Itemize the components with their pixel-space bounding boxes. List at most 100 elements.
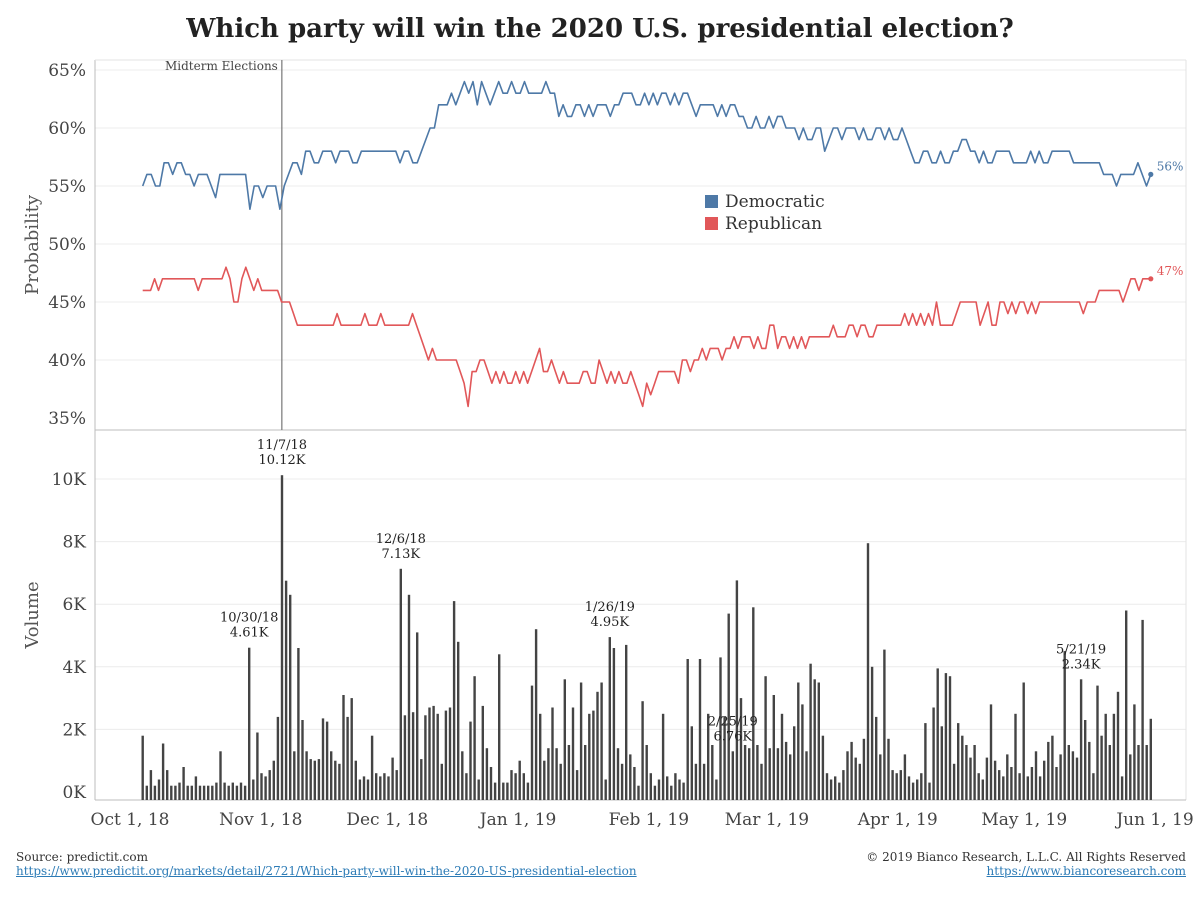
volume-bar	[961, 735, 964, 800]
volume-bar	[174, 785, 177, 800]
volume-bar	[719, 657, 722, 800]
x-tick-label: Nov 1, 18	[219, 810, 302, 830]
volume-bar	[411, 712, 415, 800]
volume-bar	[539, 713, 542, 801]
volume-bar	[866, 543, 870, 800]
volume-bar	[313, 760, 316, 800]
volume-bar	[571, 707, 575, 800]
volume-bar	[1108, 745, 1111, 800]
volume-bar	[182, 767, 185, 800]
volume-tick-label: 0K	[62, 783, 86, 803]
volume-bar	[678, 779, 681, 800]
volume-bar	[850, 741, 853, 800]
probability-gridlines	[95, 69, 1186, 361]
volume-bar	[559, 763, 562, 800]
volume-bar	[436, 713, 439, 801]
volume-bar	[895, 773, 898, 800]
volume-bar	[739, 698, 743, 800]
volume-bar	[694, 763, 698, 800]
volume-bar	[711, 745, 714, 800]
volume-bar	[272, 760, 275, 800]
volume-bar	[1059, 754, 1062, 800]
volume-bar	[461, 751, 464, 800]
republican-legend-label: Republican	[725, 214, 822, 234]
volume-bar	[198, 785, 202, 800]
volume-bar	[170, 785, 173, 800]
volume-bar	[653, 785, 657, 800]
volume-bar	[825, 773, 829, 800]
volume-bar	[1075, 757, 1079, 800]
volume-bar	[887, 738, 890, 800]
source-link[interactable]: https://www.predictit.org/markets/detail…	[16, 864, 637, 878]
volume-bar	[416, 632, 419, 800]
volume-bar	[760, 763, 763, 800]
volume-bar	[1129, 754, 1132, 800]
volume-bar	[514, 773, 517, 800]
volume-bar	[637, 785, 640, 800]
x-tick-label: Apr 1, 19	[857, 810, 938, 830]
volume-bar	[1038, 776, 1042, 800]
republican-line	[142, 266, 1151, 408]
volume-bar	[268, 770, 271, 800]
republican-legend-swatch	[705, 217, 718, 230]
site-link[interactable]: https://www.biancoresearch.com	[986, 864, 1186, 878]
annotation-date: 1/26/19	[585, 600, 635, 615]
volume-bar	[469, 721, 472, 800]
volume-bar	[579, 682, 583, 800]
volume-bar	[817, 682, 820, 800]
volume-bar	[596, 691, 599, 800]
volume-bar	[858, 763, 861, 800]
axis-labels: 35% 40% 45% 50% 55% 60% 65% 0K 2K 4K 6K 8K 10K Probab…	[22, 61, 1194, 830]
volume-bar	[969, 757, 972, 800]
volume-bar	[317, 759, 321, 800]
volume-bar	[957, 723, 960, 800]
volume-bar	[391, 757, 394, 800]
volume-bar	[1125, 610, 1128, 800]
volume-bar	[1006, 754, 1009, 800]
volume-bar	[354, 760, 357, 800]
annotation-date: 12/6/18	[376, 532, 426, 547]
volume-bar	[682, 782, 685, 800]
volume-bar	[506, 782, 509, 800]
annotation-date: 5/21/19	[1056, 642, 1106, 657]
probability-tick-label: 55%	[48, 177, 86, 197]
annotation-value: 4.61K	[230, 626, 269, 641]
volume-bar	[551, 707, 554, 800]
volume-bar	[243, 785, 247, 800]
volume-bar	[936, 668, 939, 800]
volume-bar	[952, 763, 956, 800]
volume-bar	[481, 705, 484, 800]
volume-bar	[297, 648, 300, 800]
annotation-date: 2/25/19	[708, 714, 758, 729]
x-tick-label: May 1, 19	[981, 810, 1067, 830]
volume-bar	[723, 716, 726, 800]
volume-bar	[190, 785, 193, 800]
volume-bar	[284, 580, 288, 800]
volume-bar	[920, 773, 923, 800]
volume-bar	[690, 726, 693, 800]
volume-tick-label: 8K	[62, 533, 86, 553]
chart-title: Which party will win the 2020 U.S. presi…	[186, 14, 1014, 44]
volume-bar	[620, 763, 624, 800]
volume-bar	[838, 782, 841, 800]
volume-bar	[883, 649, 886, 800]
volume-bar	[448, 707, 452, 800]
volume-bar	[444, 710, 448, 800]
volume-bar	[608, 637, 611, 800]
probability-tick-label: 65%	[48, 61, 86, 81]
x-tick-label: Feb 1, 19	[609, 810, 689, 830]
midterm-marker: Midterm Elections	[165, 59, 283, 430]
probability-tick-label: 35%	[48, 409, 86, 429]
volume-bar	[698, 659, 702, 800]
volume-bar	[924, 723, 927, 800]
volume-bar	[440, 763, 443, 800]
volume-bar	[358, 779, 362, 800]
annotation-value: 6.76K	[713, 729, 752, 744]
volume-bar	[641, 701, 644, 800]
volume-bar	[649, 773, 652, 800]
volume-bar	[375, 773, 378, 800]
volume-bar	[325, 721, 329, 800]
volume-bar	[661, 713, 665, 801]
chart-frame	[94, 59, 1187, 801]
